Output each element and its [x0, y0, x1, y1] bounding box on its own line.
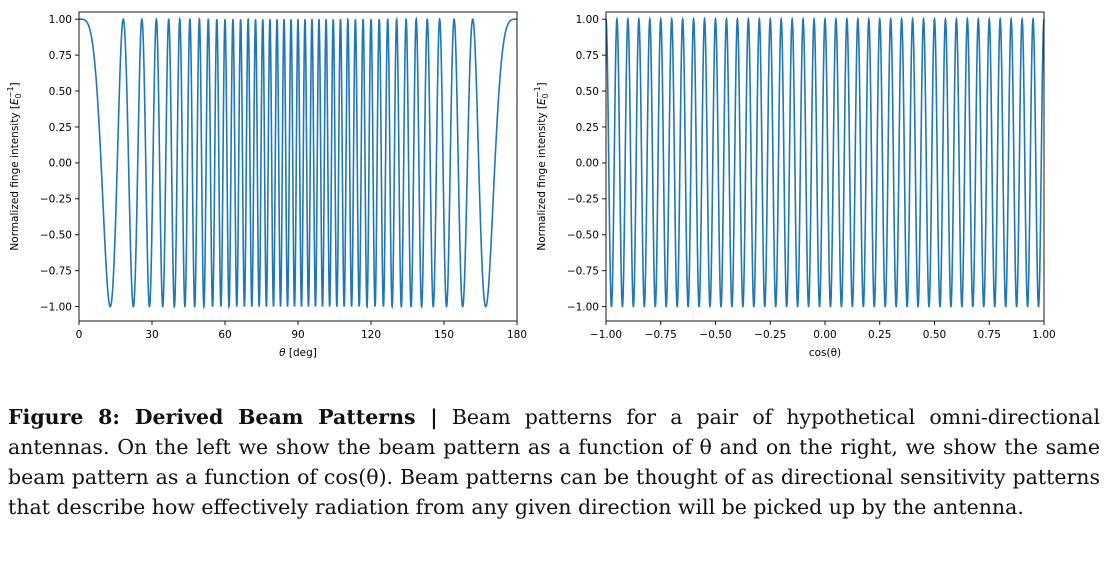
y-tick-label: −1.00 — [40, 301, 72, 313]
y-axis-label: Normalized finge intensity [E0−1] — [6, 82, 23, 250]
x-tick-label: −1.00 — [590, 329, 622, 341]
y-tick-label: −1.00 — [567, 301, 599, 313]
x-axis-label: θ [deg] — [279, 347, 317, 359]
plot-frame — [605, 11, 1045, 322]
x-tick-label: 0.50 — [923, 329, 946, 341]
y-tick-label: 1.00 — [49, 14, 72, 26]
y-tick-label: −0.25 — [40, 194, 72, 206]
x-tick-label: 90 — [291, 329, 304, 341]
y-tick-label: −0.25 — [567, 194, 599, 206]
y-axis-label: Normalized finge intensity [E0−1] — [533, 82, 550, 250]
series-line — [79, 16, 517, 310]
y-tick-label: 1.00 — [576, 14, 599, 26]
x-tick-label: 60 — [218, 329, 231, 341]
x-tick-label: 180 — [507, 329, 527, 341]
x-tick-label: 30 — [145, 329, 158, 341]
x-tick-label: 1.00 — [1032, 329, 1055, 341]
x-tick-label: 120 — [361, 329, 381, 341]
series-line — [605, 16, 1045, 308]
y-tick-label: −0.75 — [40, 265, 72, 277]
y-tick-label: 0.00 — [576, 158, 599, 170]
y-tick-label: 0.25 — [576, 122, 599, 134]
x-tick-label: 0 — [76, 329, 83, 341]
x-tick-label: −0.50 — [699, 329, 731, 341]
x-tick-label: −0.75 — [645, 329, 677, 341]
y-tick-label: −0.50 — [567, 230, 599, 242]
y-tick-label: 0.50 — [576, 86, 599, 98]
x-tick-label: −0.25 — [754, 329, 786, 341]
x-tick-label: 0.25 — [868, 329, 891, 341]
left-beam-pattern-plot: 0 30 60 90 120 150 180 1.00 0.75 0.50 0.25 0.00 −0.2… — [6, 11, 527, 359]
y-tick-label: 0.25 — [49, 122, 72, 134]
figure-caption: Figure 8: Derived Beam Patterns | Beam p… — [8, 402, 1100, 522]
x-tick-label: 150 — [434, 329, 454, 341]
figure-plots: 0 30 60 90 120 150 180 1.00 0.75 0.50 0.25 0.00 −0.2… — [6, 11, 1056, 359]
caption-label: Figure 8: Derived Beam Patterns | — [8, 405, 438, 429]
y-tick-label: 0.75 — [49, 50, 72, 62]
y-tick-label: 0.50 — [49, 86, 72, 98]
right-beam-pattern-plot: −1.00 −0.75 −0.50 −0.25 0.00 0.25 0.50 0.75 1.00… — [533, 11, 1056, 359]
x-tick-label: 0.00 — [813, 329, 836, 341]
y-tick-label: 0.75 — [576, 50, 599, 62]
caption-text: Beam patterns for a pair of hypothetical… — [8, 405, 1100, 519]
x-tick-label: 0.75 — [978, 329, 1001, 341]
x-axis-label: cos(θ) — [809, 347, 841, 359]
y-tick-label: −0.75 — [567, 265, 599, 277]
plot-frame — [78, 11, 518, 322]
y-tick-label: −0.50 — [40, 230, 72, 242]
y-tick-label: 0.00 — [49, 158, 72, 170]
